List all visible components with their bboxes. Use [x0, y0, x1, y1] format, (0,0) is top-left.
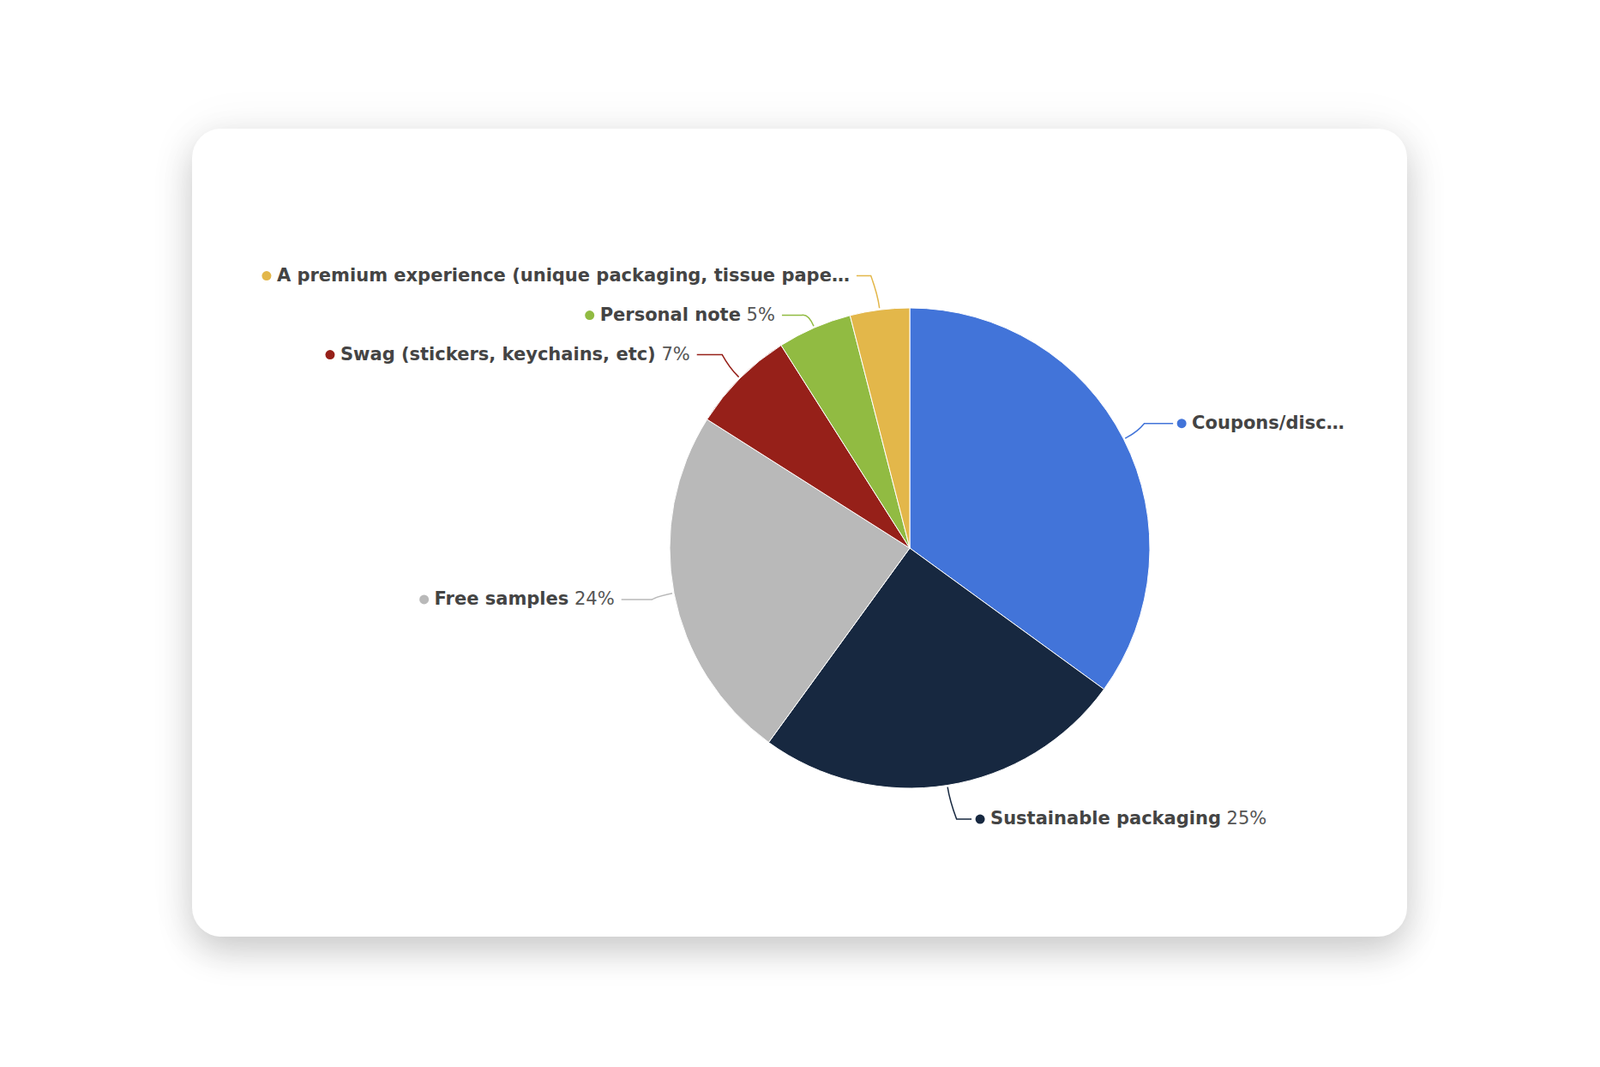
label-dot	[419, 594, 429, 604]
data-label: A premium experience (unique packaging, …	[276, 264, 850, 286]
label-value: 5%	[740, 304, 776, 325]
data-label: Personal note 5%	[600, 304, 776, 325]
connector	[697, 354, 740, 378]
connector	[621, 593, 673, 600]
data-label: Sustainable packaging 25%	[990, 807, 1267, 829]
connector	[856, 276, 880, 309]
connector	[1124, 423, 1173, 439]
label-dot	[324, 349, 335, 360]
slice	[849, 307, 910, 548]
connector	[947, 787, 972, 820]
label-name: Personal note	[600, 304, 741, 325]
data-label: Swag (stickers, keychains, etc) 7%	[340, 343, 691, 365]
label-name: Swag (stickers, keychains, etc)	[340, 343, 656, 365]
label-name: Free samples	[434, 588, 570, 609]
data-labels: Coupons/disc… Sustainable packaging 25% Fr…	[261, 264, 1344, 830]
chart: Coupons/disc… Sustainable packaging 25% Fr…	[0, 0, 1600, 1067]
label-dot	[261, 270, 271, 281]
label-name: Sustainable packaging	[990, 807, 1222, 829]
label-dot	[975, 814, 986, 825]
label-name: A premium experience (unique packaging, …	[276, 264, 850, 286]
slices	[669, 307, 1150, 788]
label-name: Coupons/disc…	[1191, 412, 1345, 434]
label-value: 24%	[568, 588, 614, 609]
label-value: 25%	[1221, 807, 1267, 829]
data-label: Coupons/disc…	[1191, 412, 1345, 434]
label-dot	[584, 310, 595, 320]
data-label: Free samples 24%	[434, 588, 615, 609]
label-value: 7%	[655, 343, 691, 365]
connector	[781, 314, 814, 326]
label-dot	[1177, 418, 1187, 428]
